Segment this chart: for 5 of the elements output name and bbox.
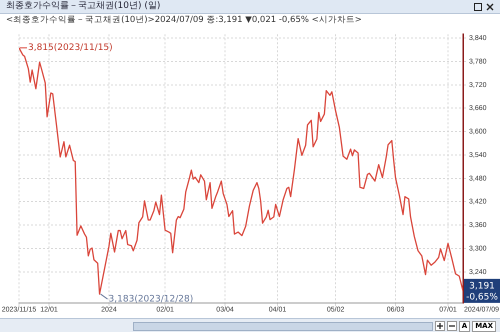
chart-subtitle: <최종호가수익률－국고채권(10년)>2024/07/09 종:3,191 ▼0,021 -0,65% <시가차트> <box>5 14 363 27</box>
chart-title: 최종호가수익률－국고채권(10년) (일) <box>6 0 160 13</box>
annotation: 3,191 -0,65% <box>466 281 498 302</box>
annotation: 3,183(2023/12/28) <box>108 294 194 304</box>
annotation: 3,815(2023/11/15) <box>28 43 113 54</box>
